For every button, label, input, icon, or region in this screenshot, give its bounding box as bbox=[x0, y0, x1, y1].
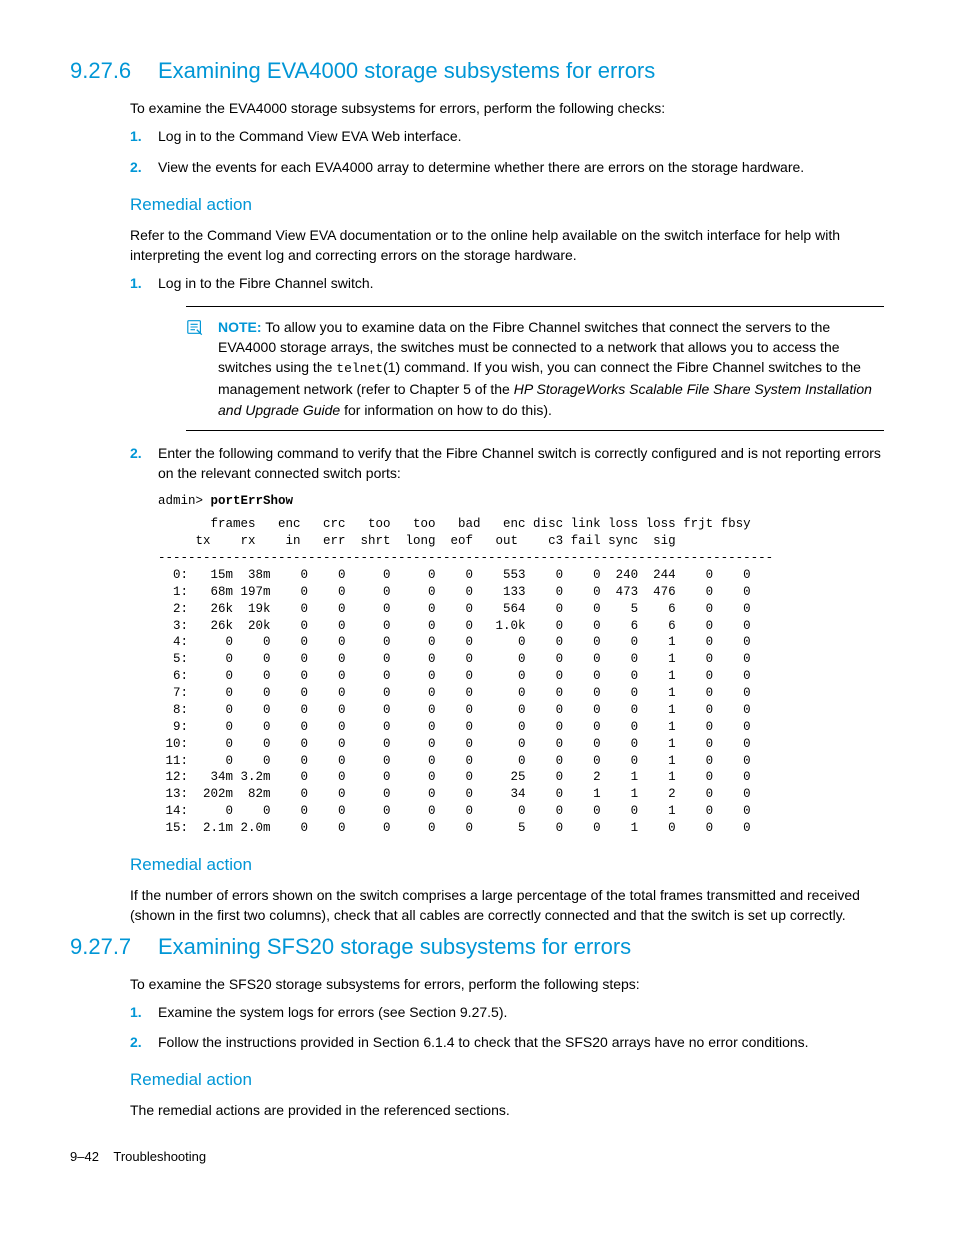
command: portErrShow bbox=[211, 494, 294, 508]
note-body-post: for information on how to do this). bbox=[340, 402, 552, 418]
remedial-text-1: Refer to the Command View EVA documentat… bbox=[130, 225, 884, 266]
note-label: NOTE: bbox=[218, 319, 262, 335]
note-text: NOTE: To allow you to examine data on th… bbox=[218, 317, 884, 420]
step-text: Enter the following command to verify th… bbox=[158, 445, 881, 481]
remedial-text-3: The remedial actions are provided in the… bbox=[130, 1100, 884, 1120]
command-line: admin> portErrShow bbox=[158, 493, 884, 510]
list-item: View the events for each EVA4000 array t… bbox=[158, 157, 884, 177]
note-mono: telnet bbox=[336, 361, 383, 376]
port-error-table: frames enc crc too too bad enc disc link… bbox=[158, 516, 884, 837]
remedial-heading-2: Remedial action bbox=[130, 855, 884, 875]
footer-label: Troubleshooting bbox=[113, 1149, 206, 1164]
section-title: Examining EVA4000 storage subsystems for… bbox=[158, 58, 655, 84]
section-title: Examining SFS20 storage subsystems for e… bbox=[158, 934, 631, 960]
section2-intro: To examine the SFS20 storage subsystems … bbox=[130, 974, 884, 994]
remedial-heading-3: Remedial action bbox=[130, 1070, 884, 1090]
list-item: Enter the following command to verify th… bbox=[158, 443, 884, 484]
section1-check-list: Log in to the Command View EVA Web inter… bbox=[130, 126, 884, 177]
step-text: Log in to the Fibre Channel switch. bbox=[158, 275, 374, 291]
section1-remedial-list: Log in to the Fibre Channel switch. NOTE… bbox=[130, 273, 884, 483]
list-item: Follow the instructions provided in Sect… bbox=[158, 1032, 884, 1052]
remedial-heading-1: Remedial action bbox=[130, 195, 884, 215]
section2-step-list: Examine the system logs for errors (see … bbox=[130, 1002, 884, 1053]
remedial-text-2: If the number of errors shown on the swi… bbox=[130, 885, 884, 926]
section1-intro: To examine the EVA4000 storage subsystem… bbox=[130, 98, 884, 118]
page-content: 9.27.6 Examining EVA4000 storage subsyst… bbox=[0, 0, 954, 1204]
section-heading-9-27-7: 9.27.7 Examining SFS20 storage subsystem… bbox=[70, 934, 884, 960]
section-heading-9-27-6: 9.27.6 Examining EVA4000 storage subsyst… bbox=[70, 58, 884, 84]
page-footer: 9–42 Troubleshooting bbox=[70, 1149, 884, 1164]
note-box: NOTE: To allow you to examine data on th… bbox=[186, 306, 884, 431]
prompt: admin> bbox=[158, 494, 211, 508]
page-number: 9–42 bbox=[70, 1149, 99, 1164]
note-icon bbox=[186, 318, 208, 341]
section-number: 9.27.7 bbox=[70, 934, 158, 960]
section-number: 9.27.6 bbox=[70, 58, 158, 84]
list-item: Log in to the Command View EVA Web inter… bbox=[158, 126, 884, 146]
list-item: Log in to the Fibre Channel switch. NOTE… bbox=[158, 273, 884, 430]
list-item: Examine the system logs for errors (see … bbox=[158, 1002, 884, 1022]
